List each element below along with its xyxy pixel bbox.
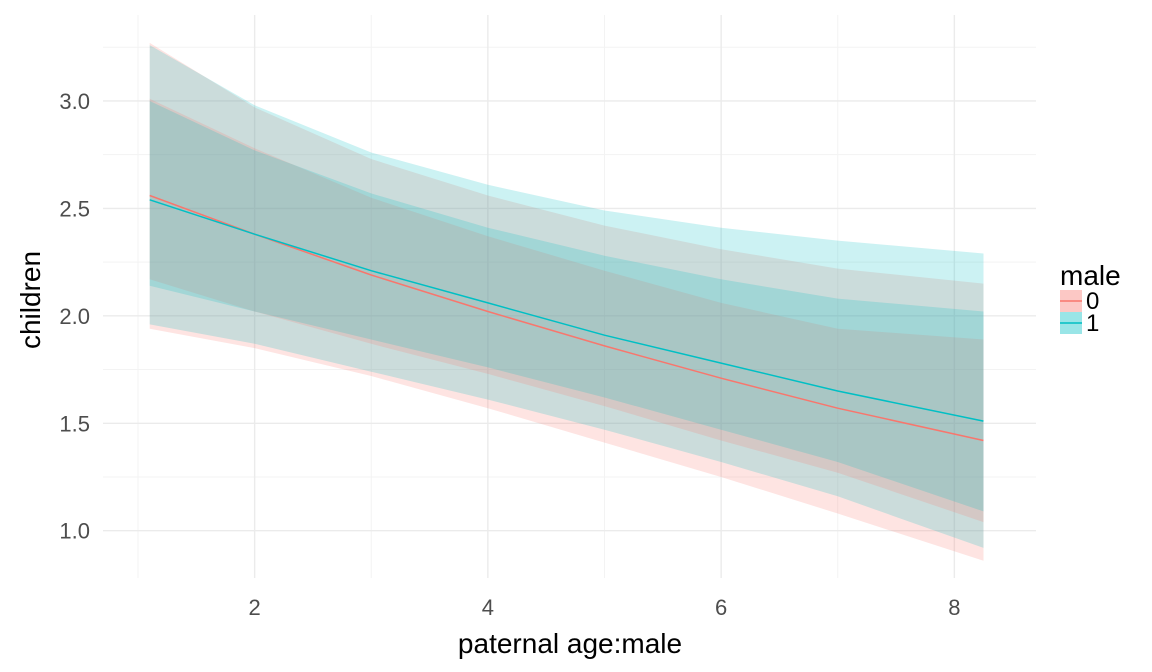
- y-axis-ticks: 1.0 1.5 2.0 2.5 3.0: [59, 89, 90, 544]
- y-axis-title: children: [15, 251, 46, 349]
- y-tick-label: 2.0: [59, 304, 90, 329]
- confidence-bands: [149, 42, 984, 561]
- x-tick-label: 8: [948, 595, 960, 620]
- grid: [103, 15, 1036, 578]
- legend-item-1: 1: [1060, 310, 1099, 337]
- legend-title: male: [1060, 260, 1121, 291]
- legend-label: 1: [1086, 310, 1099, 337]
- ci80-band-series-1: [149, 101, 984, 512]
- ci80-band-series-0: [149, 98, 984, 523]
- ci95-band-series-1: [149, 45, 984, 548]
- y-tick-label: 1.0: [59, 519, 90, 544]
- x-axis-ticks: 2 4 6 8: [248, 595, 960, 620]
- legend-label: 0: [1086, 288, 1099, 315]
- legend-items: 01: [1060, 288, 1099, 337]
- y-tick-label: 1.5: [59, 411, 90, 436]
- x-tick-label: 2: [248, 595, 260, 620]
- y-tick-label: 2.5: [59, 196, 90, 221]
- legend-item-0: 0: [1060, 288, 1099, 315]
- x-axis-title: paternal age:male: [458, 628, 682, 659]
- series-lines: [149, 194, 984, 442]
- ci95-band-series-0: [149, 42, 984, 561]
- x-tick-label: 4: [482, 595, 494, 620]
- y-tick-label: 3.0: [59, 89, 90, 114]
- series-line-1: [149, 199, 984, 422]
- legend: male 01: [1060, 260, 1121, 337]
- x-tick-label: 6: [715, 595, 727, 620]
